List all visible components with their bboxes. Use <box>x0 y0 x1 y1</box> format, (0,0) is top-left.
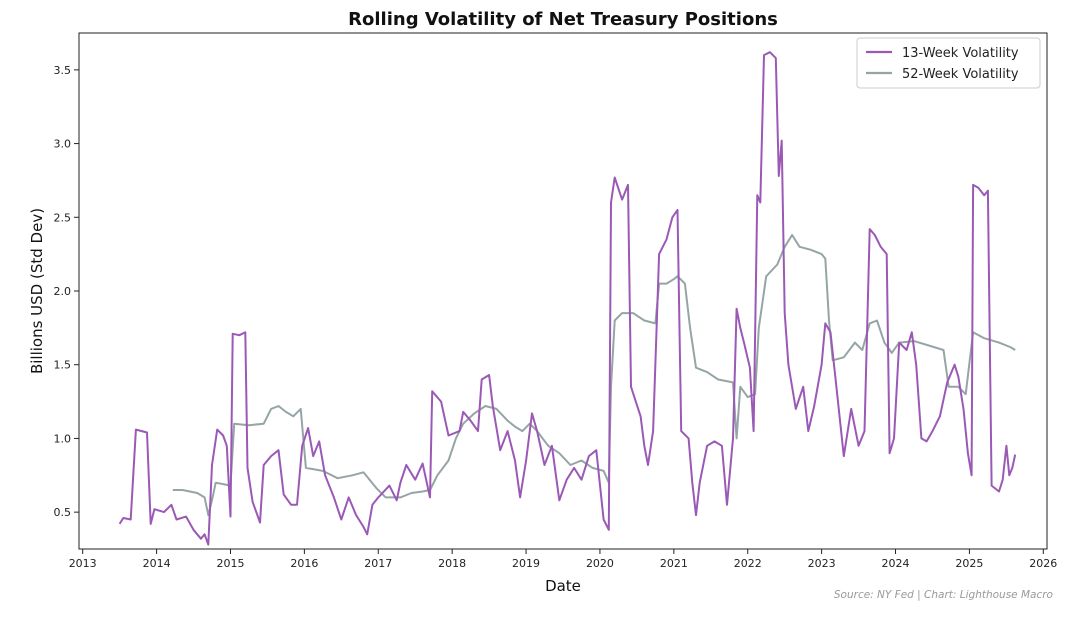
x-tick-label: 2014 <box>143 557 171 570</box>
x-tick-label: 2021 <box>660 557 688 570</box>
x-tick-label: 2024 <box>882 557 910 570</box>
x-tick-label: 2025 <box>955 557 983 570</box>
legend-label-52-week: 52-Week Volatility <box>902 67 1019 82</box>
y-axis: 0.5 1.0 1.5 2.0 2.5 3.0 3.5 <box>54 64 79 519</box>
series-line-52-week-volatility <box>172 234 1016 517</box>
x-tick-label: 2017 <box>364 557 392 570</box>
x-tick-label: 2018 <box>438 557 466 570</box>
x-tick-label: 2013 <box>69 557 97 570</box>
x-tick-label: 2022 <box>734 557 762 570</box>
y-axis-label: Billions USD (Std Dev) <box>28 208 46 374</box>
x-tick-label: 2019 <box>512 557 540 570</box>
x-tick-label: 2023 <box>808 557 836 570</box>
chart-title: Rolling Volatility of Net Treasury Posit… <box>348 9 778 30</box>
x-tick-label: 2015 <box>216 557 244 570</box>
y-tick-label: 2.0 <box>54 285 72 298</box>
legend-label-13-week: 13-Week Volatility <box>902 46 1019 61</box>
x-axis: 2013 2014 2015 2016 2017 2018 2019 2020 2021 2022… <box>69 549 1057 570</box>
source-note: Source: NY Fed | Chart: Lighthouse Macro <box>834 589 1053 601</box>
legend: 13-Week Volatility 52-Week Volatility <box>856 37 1041 89</box>
legend-box <box>856 37 1041 89</box>
y-tick-label: 0.5 <box>54 506 72 519</box>
x-tick-label: 2026 <box>1029 557 1057 570</box>
y-tick-label: 3.0 <box>54 138 72 151</box>
x-tick-label: 2016 <box>290 557 318 570</box>
x-tick-label: 2020 <box>586 557 614 570</box>
plot-area <box>118 51 1017 546</box>
y-tick-label: 1.0 <box>54 432 72 445</box>
y-tick-label: 1.5 <box>54 359 72 372</box>
x-axis-label: Date <box>545 577 581 595</box>
series-line-13-week-volatility <box>118 51 1017 546</box>
y-tick-label: 3.5 <box>54 64 72 77</box>
y-tick-label: 2.5 <box>54 211 72 224</box>
